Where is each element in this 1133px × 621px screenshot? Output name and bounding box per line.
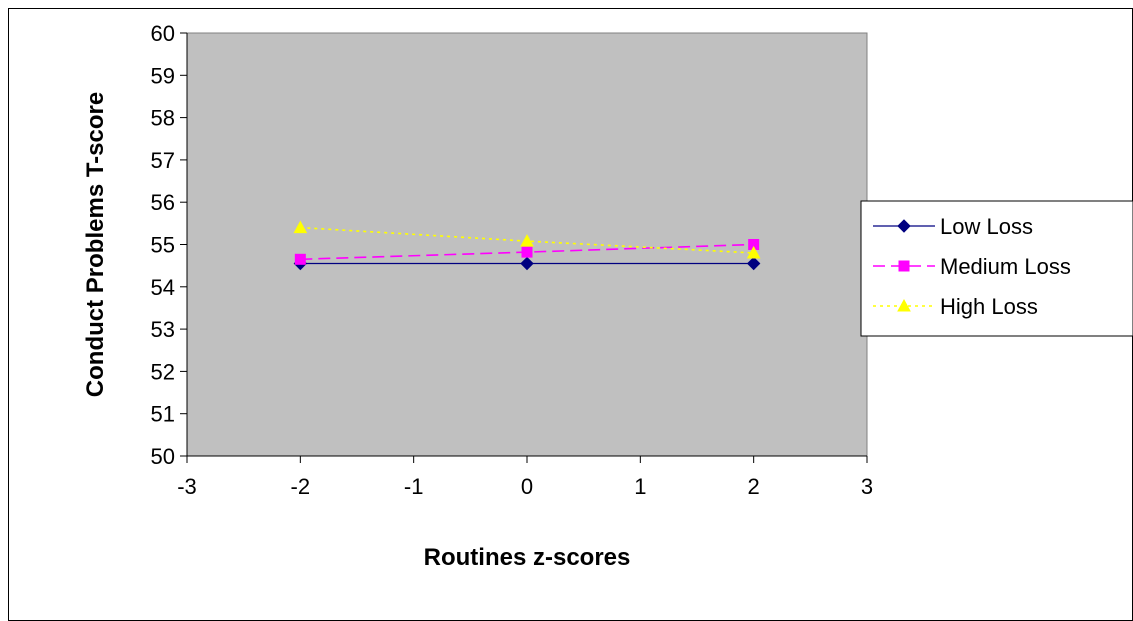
y-axis-title: Conduct Problems T-score (82, 92, 109, 397)
legend-marker (897, 219, 911, 233)
x-tick-label: 3 (861, 474, 873, 499)
legend-label: High Loss (940, 294, 1038, 319)
data-point (520, 256, 534, 271)
x-tick-label: -3 (177, 474, 197, 499)
data-point (746, 245, 761, 259)
y-tick-label: 59 (151, 63, 175, 88)
x-tick-label: -1 (404, 474, 424, 499)
x-tick-label: 0 (521, 474, 533, 499)
legend-item: Medium Loss (873, 254, 1071, 279)
series-high-loss (293, 220, 761, 259)
data-point (746, 256, 761, 271)
y-tick-label: 55 (151, 233, 175, 258)
y-tick-label: 60 (151, 21, 175, 46)
x-axis-title: Routines z-scores (424, 544, 631, 571)
legend-label: Low Loss (940, 214, 1033, 239)
y-tick-label: 57 (151, 148, 175, 173)
y-tick-label: 50 (151, 444, 175, 469)
x-tick-label: 2 (748, 474, 760, 499)
series-layer (293, 220, 761, 271)
y-tick-label: 51 (151, 402, 175, 427)
y-tick-label: 52 (151, 359, 175, 384)
legend: Low Loss Medium Loss High Loss (860, 200, 1133, 337)
data-point (293, 220, 308, 234)
legend-marker (898, 260, 910, 272)
data-point (294, 253, 306, 265)
y-tick-label: 56 (151, 190, 175, 215)
data-point (521, 246, 533, 258)
y-tick-label: 54 (151, 275, 175, 300)
x-tick-label: -2 (291, 474, 311, 499)
series-medium-loss (294, 239, 760, 265)
series-line (300, 226, 754, 254)
legend-item: High Loss (873, 294, 1038, 319)
legend-marker (897, 298, 911, 312)
axes: 50 51 52 53 54 55 56 57 58 59 60 -3 -2 -1 0 1 2 3 (151, 21, 874, 499)
y-tick-label: 53 (151, 317, 175, 342)
legend-item: Low Loss (873, 214, 1033, 239)
y-tick-label: 58 (151, 106, 175, 131)
data-point (520, 234, 534, 247)
legend-label: Medium Loss (940, 254, 1071, 279)
x-tick-label: 1 (634, 474, 646, 499)
